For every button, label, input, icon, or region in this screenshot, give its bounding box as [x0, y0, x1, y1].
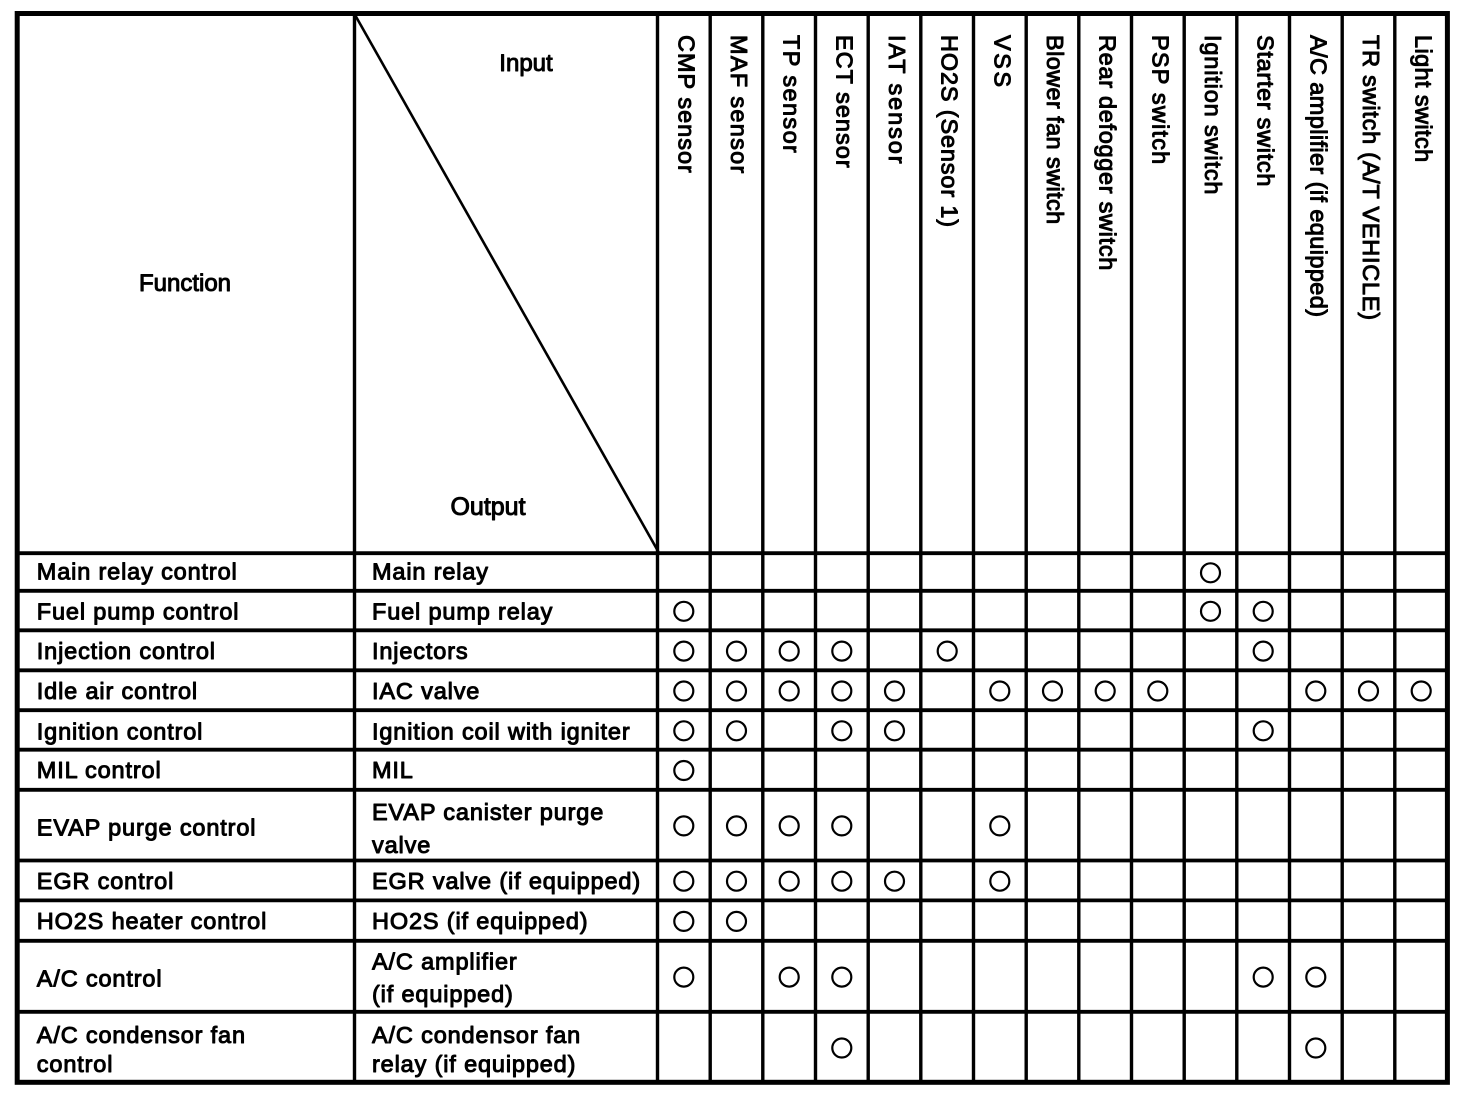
svg-text:IAT sensor: IAT sensor: [884, 35, 910, 165]
svg-text:EGR control: EGR control: [37, 868, 174, 894]
svg-text:Starter switch: Starter switch: [1253, 35, 1279, 187]
svg-text:Main relay control: Main relay control: [37, 559, 238, 585]
svg-text:Input: Input: [499, 50, 553, 77]
svg-text:MIL: MIL: [372, 757, 414, 783]
svg-text:Function: Function: [139, 270, 231, 297]
svg-text:Ignition switch: Ignition switch: [1200, 35, 1226, 195]
svg-text:A/C control: A/C control: [37, 965, 163, 991]
svg-text:HO2S (Sensor 1): HO2S (Sensor 1): [937, 35, 963, 228]
svg-text:EGR valve (if equipped): EGR valve (if equipped): [372, 868, 641, 894]
svg-text:A/C amplifier: A/C amplifier: [372, 948, 518, 974]
svg-text:valve: valve: [372, 832, 431, 858]
svg-text:(if equipped): (if equipped): [372, 981, 514, 1007]
svg-text:Main relay: Main relay: [372, 559, 489, 585]
svg-text:Output: Output: [450, 493, 525, 521]
svg-text:Light switch: Light switch: [1411, 35, 1437, 163]
svg-text:Rear defogger switch: Rear defogger switch: [1095, 35, 1121, 271]
svg-text:TR switch (A/T VEHICLE): TR switch (A/T VEHICLE): [1358, 35, 1384, 321]
svg-text:Ignition coil with igniter: Ignition coil with igniter: [372, 719, 631, 745]
svg-text:Blower fan switch: Blower fan switch: [1042, 35, 1068, 225]
svg-text:EVAP canister purge: EVAP canister purge: [372, 799, 604, 825]
svg-text:control: control: [37, 1051, 113, 1077]
svg-text:Injection control: Injection control: [37, 638, 216, 664]
svg-text:ECT sensor: ECT sensor: [831, 35, 857, 169]
svg-text:Ignition control: Ignition control: [37, 719, 203, 745]
svg-text:CMP sensor: CMP sensor: [673, 35, 699, 174]
svg-text:A/C amplifier (if equipped): A/C amplifier (if equipped): [1305, 35, 1331, 317]
svg-text:VSS: VSS: [989, 35, 1015, 90]
svg-text:MAF sensor: MAF sensor: [726, 35, 752, 175]
svg-text:A/C condensor fan: A/C condensor fan: [372, 1022, 581, 1048]
svg-text:HO2S (if equipped): HO2S (if equipped): [372, 908, 588, 934]
svg-text:TP sensor: TP sensor: [779, 35, 805, 154]
svg-text:EVAP purge control: EVAP purge control: [37, 815, 257, 841]
svg-text:MIL control: MIL control: [37, 757, 162, 783]
svg-text:HO2S heater control: HO2S heater control: [37, 908, 267, 934]
svg-text:A/C condensor fan: A/C condensor fan: [37, 1022, 246, 1048]
svg-text:PSP switch: PSP switch: [1147, 35, 1173, 165]
svg-text:Fuel pump control: Fuel pump control: [37, 599, 240, 625]
svg-text:relay (if equipped): relay (if equipped): [372, 1051, 576, 1077]
svg-text:Fuel pump relay: Fuel pump relay: [372, 599, 553, 625]
svg-text:Idle air control: Idle air control: [37, 678, 198, 704]
svg-text:Injectors: Injectors: [372, 638, 468, 664]
svg-text:IAC valve: IAC valve: [372, 678, 480, 704]
